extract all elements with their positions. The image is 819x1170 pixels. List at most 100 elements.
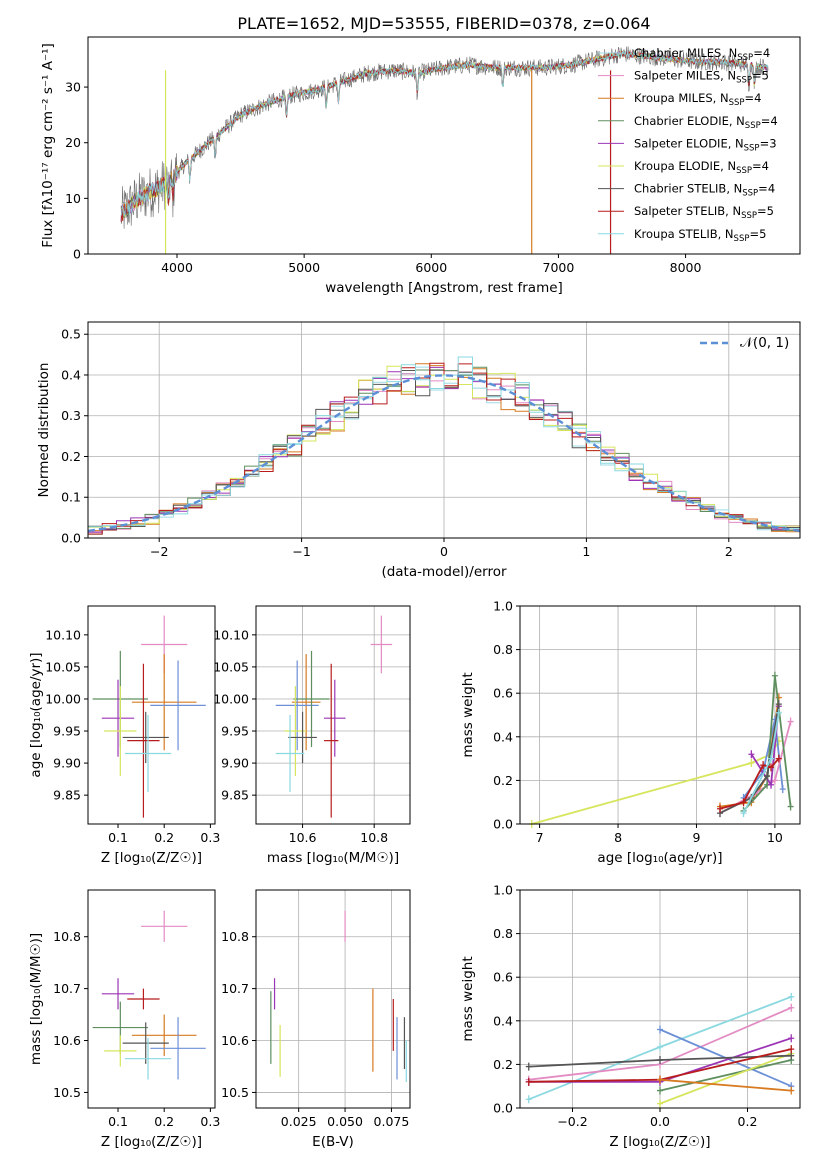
mass-weight-marker bbox=[788, 992, 795, 1001]
errorbar-point bbox=[131, 1014, 197, 1057]
y-tick-label: 10.00 bbox=[45, 691, 81, 706]
legend-nssp-subscript: SSP bbox=[742, 189, 758, 199]
y-tick-label: 10 bbox=[65, 191, 81, 206]
x-tick-label: 10.6 bbox=[289, 830, 317, 845]
legend-nssp-prefix: , N bbox=[721, 46, 737, 60]
legend-series-name: Kroupa ELODIE bbox=[634, 159, 720, 173]
mass-weight-line bbox=[742, 675, 792, 812]
errorbar-point bbox=[275, 660, 319, 751]
y-tick-label: 1.0 bbox=[493, 599, 513, 614]
axes-frame bbox=[87, 605, 216, 825]
y-axis-label: Flux [fλ10⁻¹⁷ erg cm⁻² s⁻¹ A⁻¹] bbox=[40, 43, 56, 248]
y-tick-label: 10.5 bbox=[53, 1085, 81, 1100]
axes-frame bbox=[87, 889, 216, 1109]
legend-series-name: Salpeter ELODIE bbox=[634, 136, 728, 150]
y-tick-label: 0.0 bbox=[493, 817, 513, 832]
x-tick-label: 0.1 bbox=[108, 1114, 128, 1129]
legend-entry: Kroupa ELODIE, NSSP=4 bbox=[634, 159, 769, 176]
legend-nssp-subscript: SSP bbox=[741, 211, 757, 221]
legend-series-name: Salpeter STELIB bbox=[634, 204, 725, 218]
errorbar-point bbox=[370, 615, 393, 674]
y-axis-label: mass weight bbox=[460, 956, 476, 1041]
x-tick-label: 9 bbox=[692, 830, 700, 845]
y-tick-label: 0.8 bbox=[493, 926, 513, 941]
errorbar-point bbox=[122, 1022, 169, 1064]
y-tick-label: 30 bbox=[65, 80, 81, 95]
y-tick-label: 0.4 bbox=[493, 729, 513, 744]
mass-weight-marker bbox=[717, 804, 723, 813]
y-tick-label: 0.2 bbox=[493, 1057, 513, 1072]
x-tick-label: 0.025 bbox=[281, 1114, 317, 1129]
x-tick-label: 4000 bbox=[161, 260, 193, 275]
legend-series-name: Chabrier ELODIE bbox=[634, 114, 729, 128]
mass-weight-marker bbox=[787, 802, 794, 811]
legend-nssp-value: 3 bbox=[769, 136, 776, 150]
y-tick-label: 0.8 bbox=[493, 642, 513, 657]
legend-series-name: Kroupa MILES bbox=[634, 91, 713, 105]
legend-nssp-eq: = bbox=[758, 182, 768, 196]
legend-nssp-value: 4 bbox=[762, 159, 769, 173]
legend-nssp-subscript: SSP bbox=[736, 166, 752, 176]
y-axis-label: age [log₁₀(age/yr)] bbox=[28, 652, 44, 777]
x-tick-label: −0.2 bbox=[557, 1114, 587, 1129]
errorbar-point bbox=[127, 663, 160, 818]
y-tick-label: 0.5 bbox=[61, 327, 81, 342]
y-tick-label: 9.90 bbox=[221, 756, 249, 771]
x-tick-label: 7000 bbox=[543, 260, 575, 275]
errorbar-point bbox=[104, 686, 137, 776]
mass-weight-marker bbox=[764, 772, 771, 781]
legend-series-name: Chabrier STELIB bbox=[634, 182, 726, 196]
model-spectrum-line bbox=[120, 50, 769, 217]
mass-weight-marker bbox=[767, 754, 774, 763]
x-tick-label: 1 bbox=[582, 544, 590, 559]
errorbar-point bbox=[293, 650, 330, 748]
mass-weight-marker bbox=[525, 1062, 532, 1071]
x-tick-label: 2 bbox=[725, 544, 733, 559]
y-tick-label: 9.85 bbox=[221, 788, 249, 803]
y-tick-label: 10.8 bbox=[221, 929, 249, 944]
y-tick-label: 0.3 bbox=[61, 408, 81, 423]
errorbar-point bbox=[124, 715, 172, 792]
mass-weight-marker bbox=[775, 708, 782, 717]
legend-nssp-subscript: SSP bbox=[745, 121, 761, 131]
y-tick-label: 10.8 bbox=[53, 929, 81, 944]
mass-weight-marker bbox=[788, 1034, 795, 1043]
mass-weight-marker bbox=[657, 1056, 663, 1065]
y-axis-label: Normed distribution bbox=[36, 363, 52, 498]
mass-weight-marker bbox=[748, 750, 755, 759]
y-tick-label: 9.95 bbox=[221, 724, 249, 739]
y-tick-label: 10.00 bbox=[213, 691, 249, 706]
observed-spectrum bbox=[120, 46, 769, 229]
mass-weight-marker bbox=[771, 776, 778, 785]
x-tick-label: 7 bbox=[536, 830, 544, 845]
y-tick-label: 0.1 bbox=[61, 490, 81, 505]
errorbar-point bbox=[288, 711, 317, 764]
axes-frame bbox=[255, 605, 411, 825]
mass-weight-marker bbox=[740, 798, 747, 807]
axes-frame bbox=[87, 36, 801, 255]
legend-nssp-prefix: , N bbox=[728, 136, 744, 150]
errorbar-point bbox=[122, 711, 169, 764]
residual-panel: −2 −1 0 1 2 0.0 0.1 0.2 0.3 0.4 0.5 (data-model)/er… bbox=[36, 321, 801, 580]
axes-frame bbox=[255, 889, 411, 1109]
x-tick-label: 0.3 bbox=[200, 830, 220, 845]
weight-vs-Z-panel: −0.2 0.0 0.2 0.0 0.2 0.4 0.6 0.8 1.0 Z [log₁₀(Z/Z… bbox=[460, 883, 801, 1150]
y-tick-label: 10.6 bbox=[221, 1033, 249, 1048]
legend-nssp-eq: = bbox=[744, 91, 754, 105]
spectrum-plot-area bbox=[120, 46, 769, 254]
errorbar-point bbox=[104, 1035, 137, 1067]
x-tick-label: 0.0 bbox=[650, 1114, 670, 1129]
x-tick-label: −2 bbox=[150, 544, 168, 559]
y-tick-label: 1.0 bbox=[493, 883, 513, 898]
legend-nssp-value: 5 bbox=[762, 69, 769, 83]
x-tick-label: 0.2 bbox=[738, 1114, 758, 1129]
legend-nssp-subscript: SSP bbox=[729, 98, 745, 108]
errorbar-point bbox=[131, 654, 197, 751]
y-tick-label: 9.95 bbox=[53, 724, 81, 739]
y-tick-label: 0.2 bbox=[61, 449, 81, 464]
x-tick-label: 5000 bbox=[288, 260, 320, 275]
mass-weight-marker bbox=[760, 761, 767, 770]
mass-weight-marker bbox=[657, 1086, 663, 1095]
y-tick-label: 0.4 bbox=[493, 1013, 513, 1028]
